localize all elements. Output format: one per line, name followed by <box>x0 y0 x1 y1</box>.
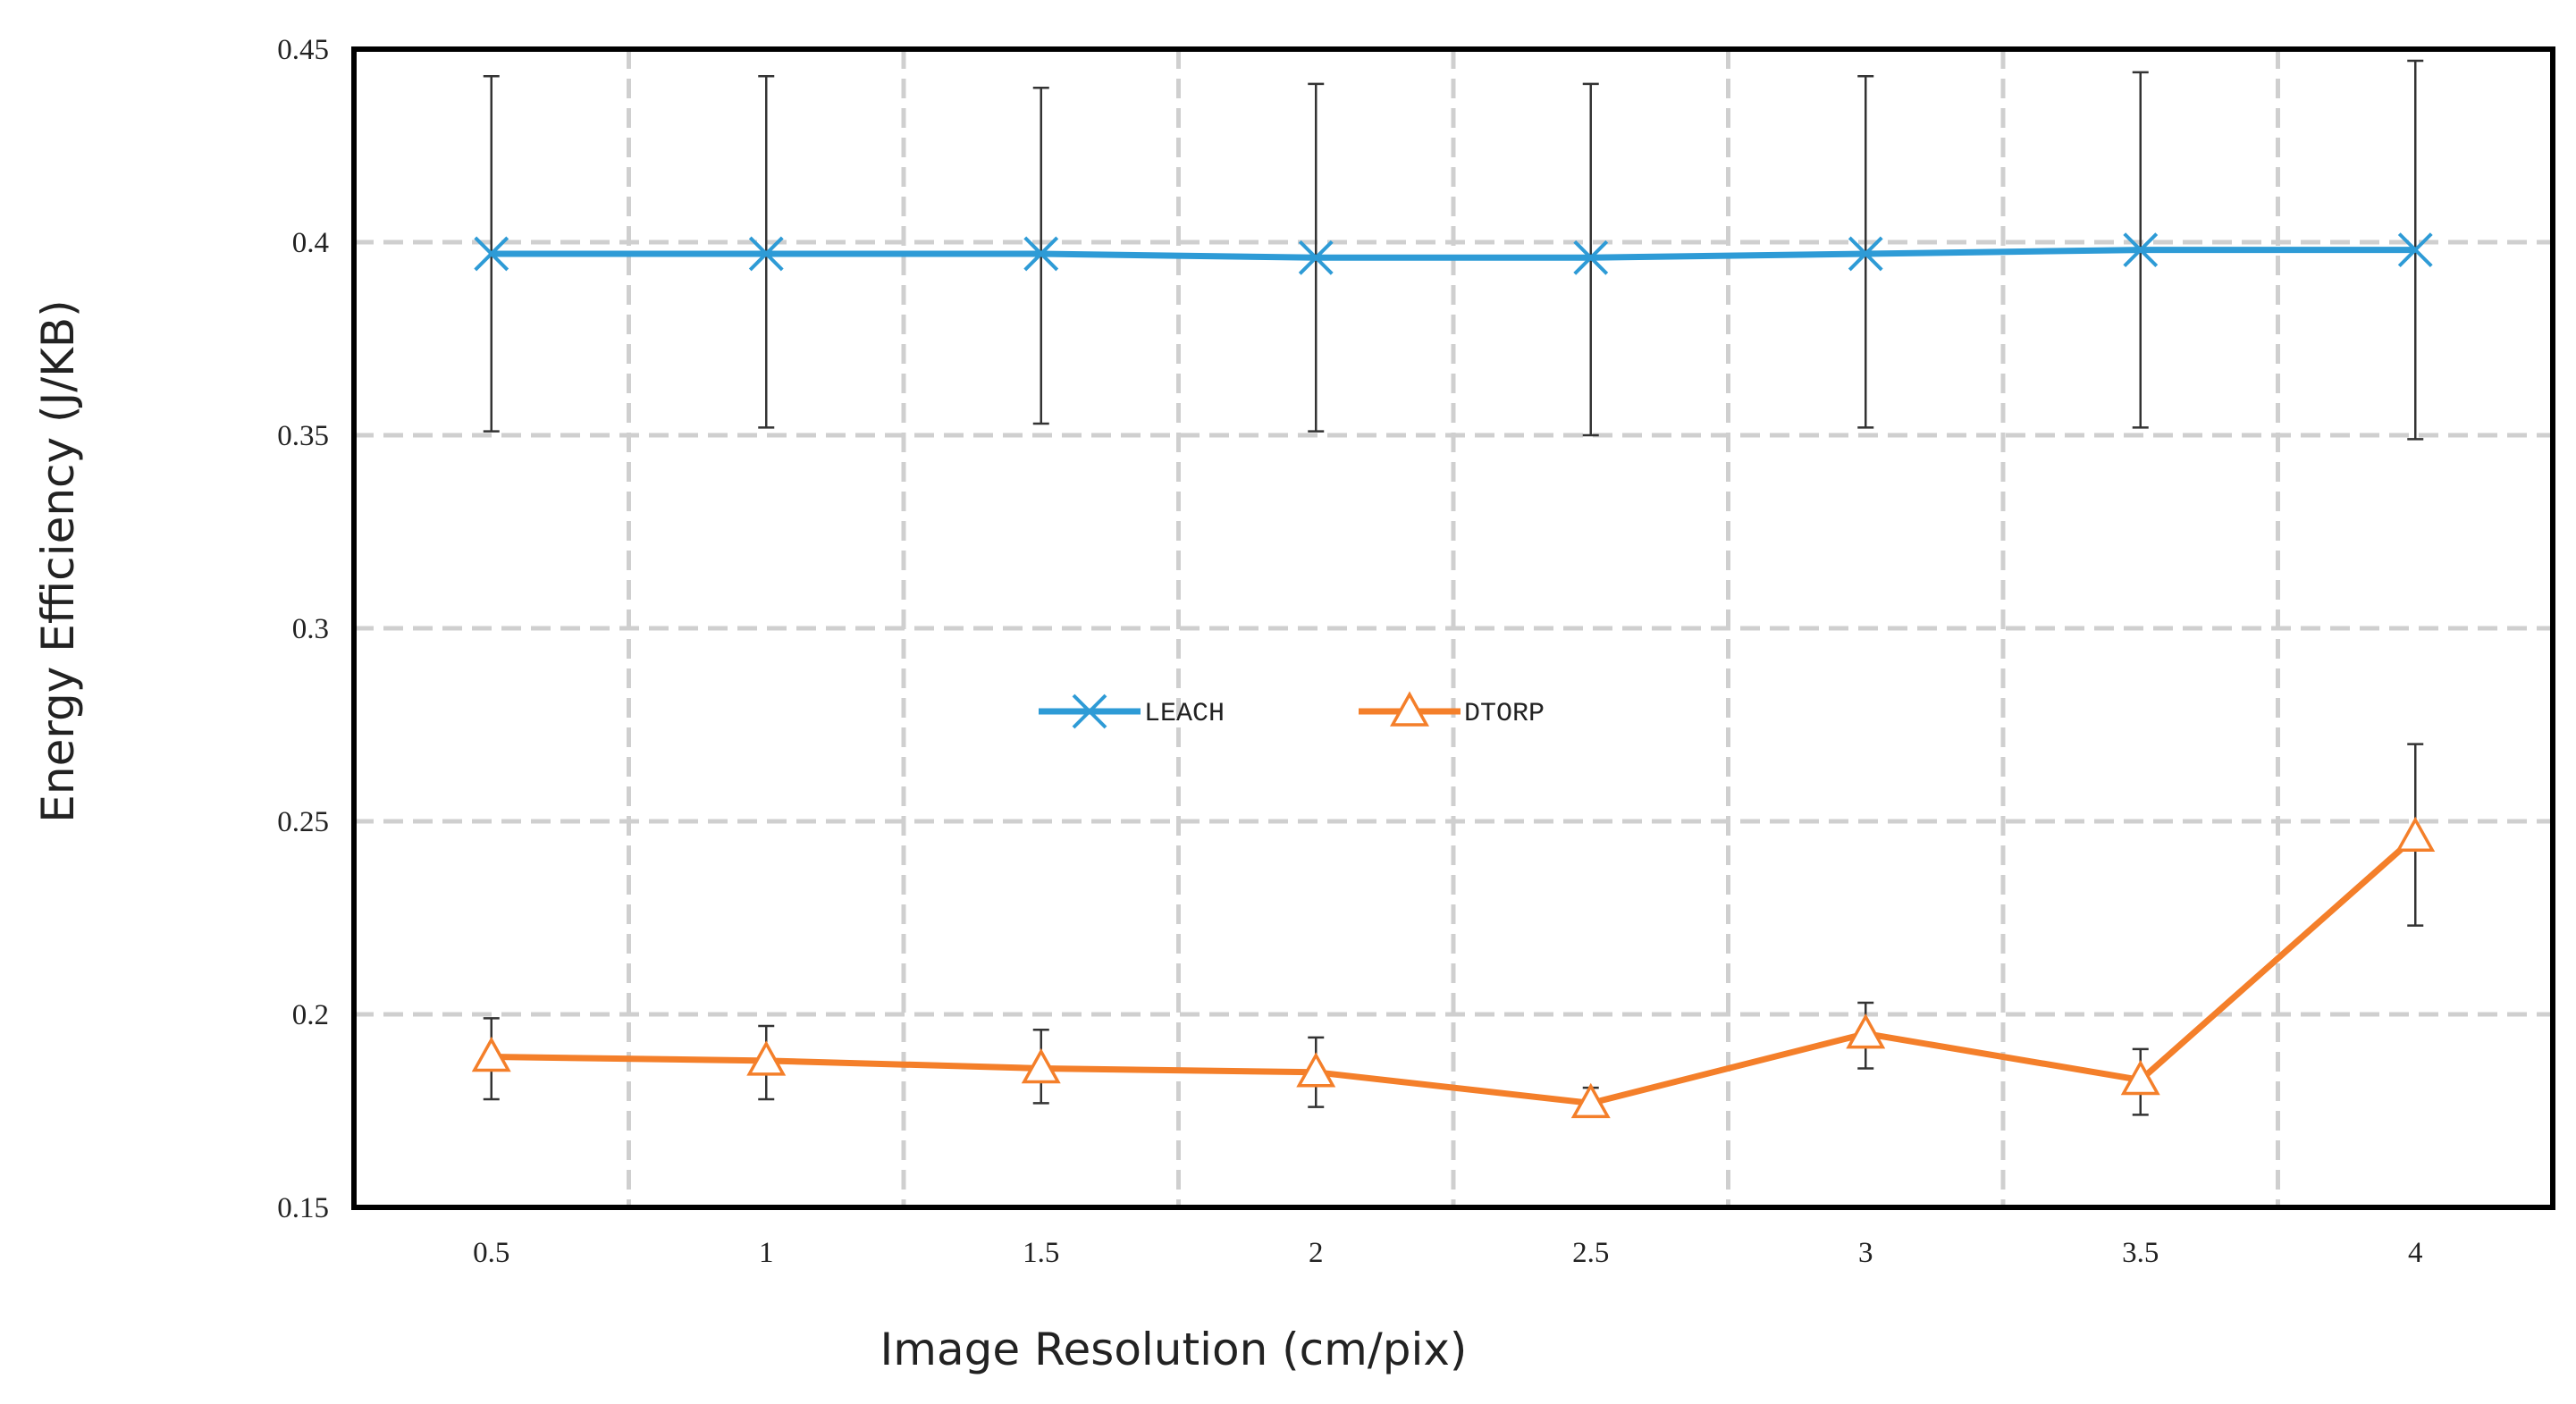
x-tick-label: 3 <box>1858 1237 1873 1269</box>
marker-stroke <box>1298 240 1334 275</box>
leach-point <box>1848 236 1883 272</box>
marker-stroke <box>1573 240 1609 275</box>
dtorp-point <box>1296 1052 1336 1088</box>
dtorp-point <box>1021 1047 1061 1084</box>
x-tick-labels: 0.5 1 1.5 2 2.5 3 3.5 4 <box>473 1237 2422 1269</box>
leach-point <box>1298 240 1334 275</box>
leach-series-line <box>491 247 2416 261</box>
x-tick-label: 0.5 <box>473 1237 509 1269</box>
legend-leach-marker <box>1072 694 1107 729</box>
marker-stroke <box>474 236 509 272</box>
marker-stroke <box>1848 236 1883 272</box>
leach-point <box>748 236 784 272</box>
gridlines <box>354 49 2553 1207</box>
x-tick-label: 1.5 <box>1023 1237 1059 1269</box>
leach-point <box>1023 236 1059 272</box>
x-axis-title: Image Resolution (cm/pix) <box>880 1324 1468 1375</box>
dtorp-point <box>2120 1059 2160 1096</box>
leach-point <box>2123 232 2159 268</box>
dtorp-point <box>1570 1082 1611 1119</box>
leach-point <box>474 236 509 272</box>
legend-leach-label: LEACH <box>1144 699 1225 729</box>
x-tick-label: 2 <box>1309 1237 1324 1269</box>
x-tick-label: 3.5 <box>2122 1237 2159 1269</box>
marker-stroke <box>2123 232 2159 268</box>
legend-dtorp-label: DTORP <box>1464 699 1545 729</box>
marker-stroke <box>1072 694 1107 729</box>
x-tick-label: 4 <box>2408 1237 2423 1269</box>
x-tick-label: 2.5 <box>1572 1237 1609 1269</box>
dtorp-point <box>471 1036 511 1072</box>
y-tick-label: 0.15 <box>277 1192 329 1224</box>
leach-point <box>1573 240 1609 275</box>
y-tick-labels: 0.15 0.2 0.25 0.3 0.35 0.4 0.45 <box>277 34 329 1224</box>
dtorp-point <box>1846 1013 1886 1049</box>
marker-stroke <box>1023 236 1059 272</box>
y-tick-label: 0.4 <box>292 227 329 259</box>
y-tick-label: 0.35 <box>277 420 329 452</box>
legend-dtorp-marker <box>1390 691 1429 727</box>
dtorp-point <box>746 1040 787 1076</box>
y-tick-label: 0.25 <box>277 806 329 838</box>
y-tick-label: 0.3 <box>292 613 329 645</box>
marker-stroke <box>2397 232 2433 268</box>
y-axis-title: Energy Efficiency (J/KB) <box>32 299 84 822</box>
marker-stroke <box>748 236 784 272</box>
leach-point <box>2397 232 2433 268</box>
dtorp-point <box>2395 816 2436 853</box>
data-series <box>471 232 2436 1119</box>
dtorp-series-line <box>491 834 2418 1106</box>
y-tick-label: 0.2 <box>292 999 329 1031</box>
y-tick-label: 0.45 <box>277 34 329 66</box>
x-tick-label: 1 <box>759 1237 774 1269</box>
legend: LEACH DTORP <box>1039 691 1545 729</box>
